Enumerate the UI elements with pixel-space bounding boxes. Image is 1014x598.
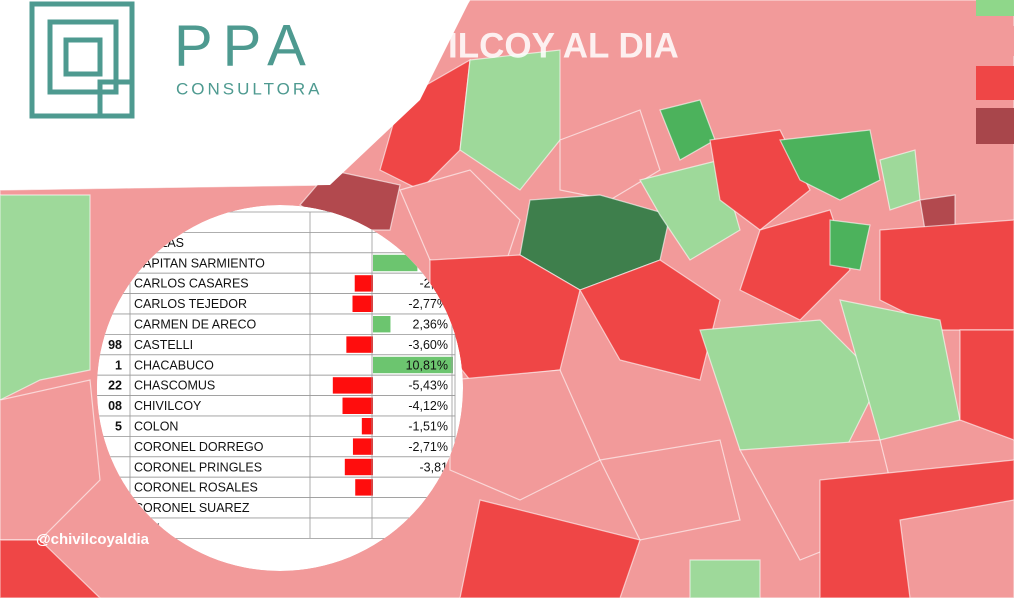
logo-name: PPA — [174, 13, 316, 78]
value-label: -2,77% — [408, 297, 448, 311]
name: CAPITAN SARMIENTO — [134, 256, 265, 270]
name: CORONEL PRINGLES — [134, 460, 262, 474]
value-label: 2,36% — [413, 317, 448, 331]
swatch — [976, 108, 1014, 144]
logo — [29, 1, 135, 119]
bar — [346, 336, 373, 353]
bar — [361, 418, 373, 435]
swatch — [976, 66, 1014, 100]
bar — [352, 438, 373, 455]
bar — [344, 458, 373, 476]
bar — [332, 377, 373, 394]
name: CHIVILCOY — [134, 399, 202, 413]
name: CARLOS CASARES — [134, 277, 249, 291]
value-label: -4,12% — [408, 399, 448, 413]
legend-swatches — [976, 0, 1014, 144]
name: CORONEL ROSALES — [134, 481, 258, 495]
bar — [355, 479, 373, 496]
bar — [373, 316, 391, 333]
name: CORONEL SUAREZ — [134, 501, 250, 515]
name: CORONEL DORREGO — [134, 440, 264, 454]
swatch — [976, 0, 1014, 16]
rank: 1 — [115, 358, 122, 372]
bar — [373, 356, 453, 374]
value-label: -1,51% — [408, 419, 448, 433]
value-label: -2,71% — [408, 440, 448, 454]
bar — [342, 397, 373, 414]
watermark: ILCOY AL DIA — [448, 26, 679, 65]
value-label: -3,60% — [408, 338, 448, 352]
rank: 98 — [108, 338, 122, 352]
bar — [373, 254, 418, 272]
name: CASTELLI — [134, 338, 193, 352]
value-label: 10,81% — [406, 358, 448, 372]
name: CHASCOMUS — [134, 379, 215, 393]
value-label: -5,43% — [408, 379, 448, 393]
rank: 08 — [108, 399, 122, 413]
swatch — [976, 26, 1014, 56]
name: CARLOS TEJEDOR — [134, 297, 247, 311]
logo-subtitle: CONSULTORA — [176, 79, 323, 98]
bar — [354, 275, 373, 292]
name: CARMEN DE ARECO — [134, 317, 257, 331]
rank: 5 — [115, 419, 122, 433]
handle: @chivilcoyaldia — [36, 531, 150, 548]
table-inset: ANAÑUELASCAPITAN SARMIENTO6,CARLOS CASAR… — [97, 205, 463, 571]
rank: 22 — [108, 379, 122, 393]
bar — [352, 295, 373, 312]
name: CHACABUCO — [134, 358, 214, 372]
name: COLON — [134, 419, 178, 433]
value-label: -3,81 — [420, 460, 449, 474]
